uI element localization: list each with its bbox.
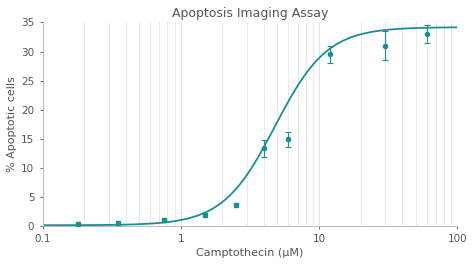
Y-axis label: % Apoptotic cells: % Apoptotic cells [7,76,17,172]
Title: Apoptosis Imaging Assay: Apoptosis Imaging Assay [172,7,328,20]
X-axis label: Camptothecin (μM): Camptothecin (μM) [196,248,304,258]
